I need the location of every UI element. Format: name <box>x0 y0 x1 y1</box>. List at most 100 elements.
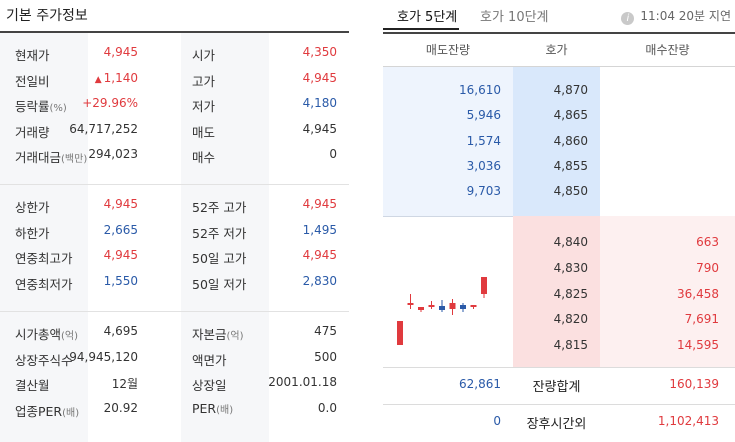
candle-body <box>428 305 435 307</box>
info-label-2-text: 매수 <box>192 150 216 165</box>
info-label-2: 액면가 <box>192 350 227 369</box>
info-label-2-text: 52주 저가 <box>192 225 247 241</box>
header-ask-qty: 매도잔량 <box>425 43 471 57</box>
info-label: 거래대금(백만) <box>15 147 87 166</box>
candle <box>449 299 456 315</box>
info-value-text: 20.92 <box>103 400 138 415</box>
info-value-text: +29.96% <box>82 96 138 110</box>
info-value-2: 0.0 <box>317 400 337 415</box>
info-value-text: 12월 <box>111 377 138 391</box>
info-label-2-text: 상장일 <box>192 378 227 393</box>
info-label-unit: (백만) <box>61 154 88 165</box>
candle <box>428 301 435 309</box>
info-value-text: 4,945 <box>103 197 138 211</box>
tab-5-levels[interactable]: 호가 5단계 <box>397 10 458 25</box>
afterhours-divider <box>383 404 735 405</box>
order-book-panel: 호가 5단계 호가 10단계 i 11:04 20분 지연 매도잔량 호가 매수잔… <box>383 0 735 442</box>
candle <box>439 300 445 312</box>
info-label-text: 하한가 <box>15 225 50 241</box>
bid-price-area <box>513 216 600 367</box>
info-value-text: 4,945 <box>103 248 138 262</box>
title-divider <box>0 31 349 33</box>
info-icon[interactable]: i <box>621 12 635 25</box>
info-label-text: 업종PER <box>15 403 63 419</box>
candle-body <box>407 303 414 305</box>
info-label: 전일비 <box>15 71 50 90</box>
candle <box>407 294 414 309</box>
info-label-2: 52주 저가 <box>192 223 246 242</box>
group-divider <box>0 311 349 312</box>
bid-qty: 663 <box>696 235 719 249</box>
candle-body <box>470 305 477 307</box>
info-value-text: 94,945,120 <box>69 349 138 364</box>
info-value: 4,945 <box>28 197 138 211</box>
bid-price: 4,820 <box>553 312 588 327</box>
info-label-2: 시가 <box>192 45 215 64</box>
info-label-2: 매도 <box>192 122 215 141</box>
ask-qty: 3,036 <box>466 158 501 173</box>
info-label-text: 등락률 <box>15 99 50 114</box>
info-value-text: 2,665 <box>103 222 138 237</box>
candle <box>470 305 477 309</box>
info-value: 12월 <box>28 375 138 392</box>
info-value-text: 4,945 <box>103 45 138 59</box>
info-value: 94,945,120 <box>28 350 138 364</box>
afterhours-bid-qty: 1,102,413 <box>657 414 719 428</box>
info-label: 상장주식수 <box>15 350 73 369</box>
info-value-2: 4,945 <box>302 121 337 136</box>
bid-qty: 36,458 <box>677 286 719 301</box>
candle <box>397 321 403 345</box>
mini-candlestick-chart <box>383 216 513 367</box>
info-value-2: 4,350 <box>302 45 337 59</box>
info-label-2: 상장일 <box>192 375 227 394</box>
info-label-text: 상한가 <box>15 200 50 215</box>
bid-price: 4,840 <box>553 235 588 249</box>
panel-title: 기본 주가정보 <box>6 8 88 24</box>
info-value: 294,023 <box>28 147 138 161</box>
info-label-text: 결산월 <box>15 378 50 393</box>
total-bid-qty: 160,139 <box>669 377 719 391</box>
up-arrow-icon: ▲ <box>94 74 102 85</box>
info-value: 4,945 <box>28 248 138 262</box>
info-label-2: 저가 <box>192 96 215 115</box>
candle <box>418 307 424 312</box>
info-value-2: 475 <box>314 324 337 338</box>
info-label-unit: (%) <box>49 103 67 114</box>
info-value-text: 64,717,252 <box>69 121 138 136</box>
info-label-text: 거래량 <box>15 124 50 140</box>
orderbook-top-divider <box>383 32 735 34</box>
info-label: 연중최고가 <box>15 248 73 267</box>
ask-price: 4,860 <box>553 133 588 148</box>
candle-body <box>460 305 466 309</box>
info-label-2: 50일 저가 <box>192 274 246 293</box>
candle-body <box>439 306 445 310</box>
basic-stock-info-panel: 기본 주가정보 현재가 4,945 시가 4,350 전일비 ▲ 1,140 고가 4,945 등… <box>0 0 349 442</box>
info-value: +29.96% <box>28 96 138 110</box>
info-value: 4,945 <box>28 45 138 59</box>
info-label-text: 현재가 <box>15 48 50 63</box>
bid-price: 4,815 <box>553 338 588 353</box>
afterhours-ask-qty: 0 <box>493 414 501 428</box>
info-label-2-text: 시가 <box>192 48 216 63</box>
info-label-2-text: 52주 고가 <box>192 200 247 215</box>
info-value-2: 4,180 <box>302 96 337 110</box>
info-label-2: PER(배) <box>192 401 233 416</box>
info-value: 1,550 <box>28 274 138 288</box>
info-label: 거래량 <box>15 122 50 141</box>
header-bid-qty: 매수잔량 <box>645 43 690 57</box>
bid-qty: 14,595 <box>677 338 719 353</box>
ask-qty-area <box>383 67 513 216</box>
info-label-2: 매수 <box>192 147 215 166</box>
info-value: ▲ 1,140 <box>28 71 138 85</box>
info-label-text: 연중최저가 <box>15 276 73 292</box>
info-label-2: 고가 <box>192 71 215 90</box>
delay-time-text: 11:04 20분 지연 <box>640 9 731 23</box>
total-ask-qty: 62,861 <box>459 377 501 391</box>
info-label: 업종PER(배) <box>15 401 79 420</box>
info-label-2-text: 액면가 <box>192 352 227 368</box>
header-divider <box>383 66 735 67</box>
bid-price: 4,830 <box>553 260 588 275</box>
info-label-2-text: PER <box>192 400 217 416</box>
tab-10-levels[interactable]: 호가 10단계 <box>480 10 549 25</box>
info-value-2: 4,945 <box>302 70 337 85</box>
